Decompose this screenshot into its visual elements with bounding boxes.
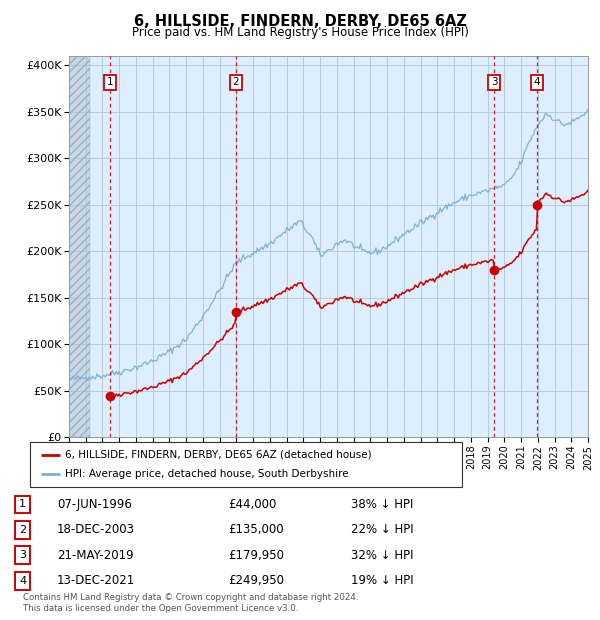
Text: Contains HM Land Registry data © Crown copyright and database right 2024.
This d: Contains HM Land Registry data © Crown c…: [23, 593, 358, 613]
Text: Price paid vs. HM Land Registry's House Price Index (HPI): Price paid vs. HM Land Registry's House …: [131, 26, 469, 39]
Text: 2: 2: [19, 525, 26, 535]
Text: 32% ↓ HPI: 32% ↓ HPI: [351, 549, 413, 562]
Text: 1: 1: [107, 78, 113, 87]
Text: 4: 4: [19, 575, 26, 586]
Text: 18-DEC-2003: 18-DEC-2003: [57, 523, 135, 536]
Text: 19% ↓ HPI: 19% ↓ HPI: [351, 574, 413, 587]
Text: 22% ↓ HPI: 22% ↓ HPI: [351, 523, 413, 536]
Text: 6, HILLSIDE, FINDERN, DERBY, DE65 6AZ (detached house): 6, HILLSIDE, FINDERN, DERBY, DE65 6AZ (d…: [65, 450, 371, 459]
Text: 1: 1: [19, 500, 26, 510]
Text: 21-MAY-2019: 21-MAY-2019: [57, 549, 134, 562]
Text: 3: 3: [19, 551, 26, 560]
Text: 3: 3: [491, 78, 497, 87]
Text: HPI: Average price, detached house, South Derbyshire: HPI: Average price, detached house, Sout…: [65, 469, 348, 479]
Text: 2: 2: [232, 78, 239, 87]
FancyBboxPatch shape: [30, 442, 462, 487]
Text: 13-DEC-2021: 13-DEC-2021: [57, 574, 135, 587]
Text: 07-JUN-1996: 07-JUN-1996: [57, 498, 132, 511]
Bar: [69, 56, 90, 437]
Text: £44,000: £44,000: [228, 498, 277, 511]
Text: £135,000: £135,000: [228, 523, 284, 536]
Text: 6, HILLSIDE, FINDERN, DERBY, DE65 6AZ: 6, HILLSIDE, FINDERN, DERBY, DE65 6AZ: [134, 14, 466, 29]
Text: 4: 4: [533, 78, 540, 87]
Bar: [69, 56, 90, 437]
Text: 38% ↓ HPI: 38% ↓ HPI: [351, 498, 413, 511]
Text: £249,950: £249,950: [228, 574, 284, 587]
Text: £179,950: £179,950: [228, 549, 284, 562]
